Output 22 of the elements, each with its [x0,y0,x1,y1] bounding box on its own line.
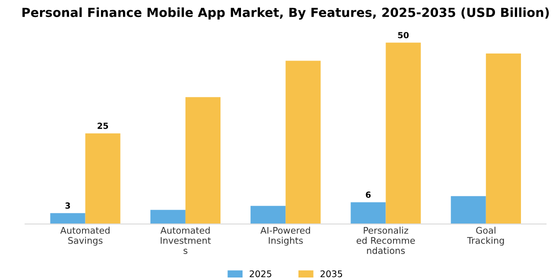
legend-label: 2035 [320,270,342,278]
x-tick-label: AI-Powered Insights [260,226,310,246]
data-label: 50 [398,32,409,38]
x-tick-label: Personaliz ed Recomme ndations [356,226,415,254]
data-label: 25 [98,122,108,129]
bar [150,210,186,224]
bar [450,196,486,224]
x-tick-label: Goal Tracking [467,226,504,246]
legend-label: 2025 [250,270,272,278]
bar [50,213,86,224]
bar [386,42,421,224]
data-label: 3 [65,202,70,209]
x-tick-label: Automated Investment s [160,226,211,254]
bar [350,202,386,224]
bar [185,97,220,224]
data-label: 6 [366,192,371,198]
bar [486,54,521,224]
bar [250,206,286,224]
chart-title: Personal Finance Mobile App Market, By Features, 2025-2035 (USD Billion) [22,7,549,20]
bar [286,60,321,224]
x-tick-label: Automated Savings [60,226,110,246]
bar [85,133,120,224]
